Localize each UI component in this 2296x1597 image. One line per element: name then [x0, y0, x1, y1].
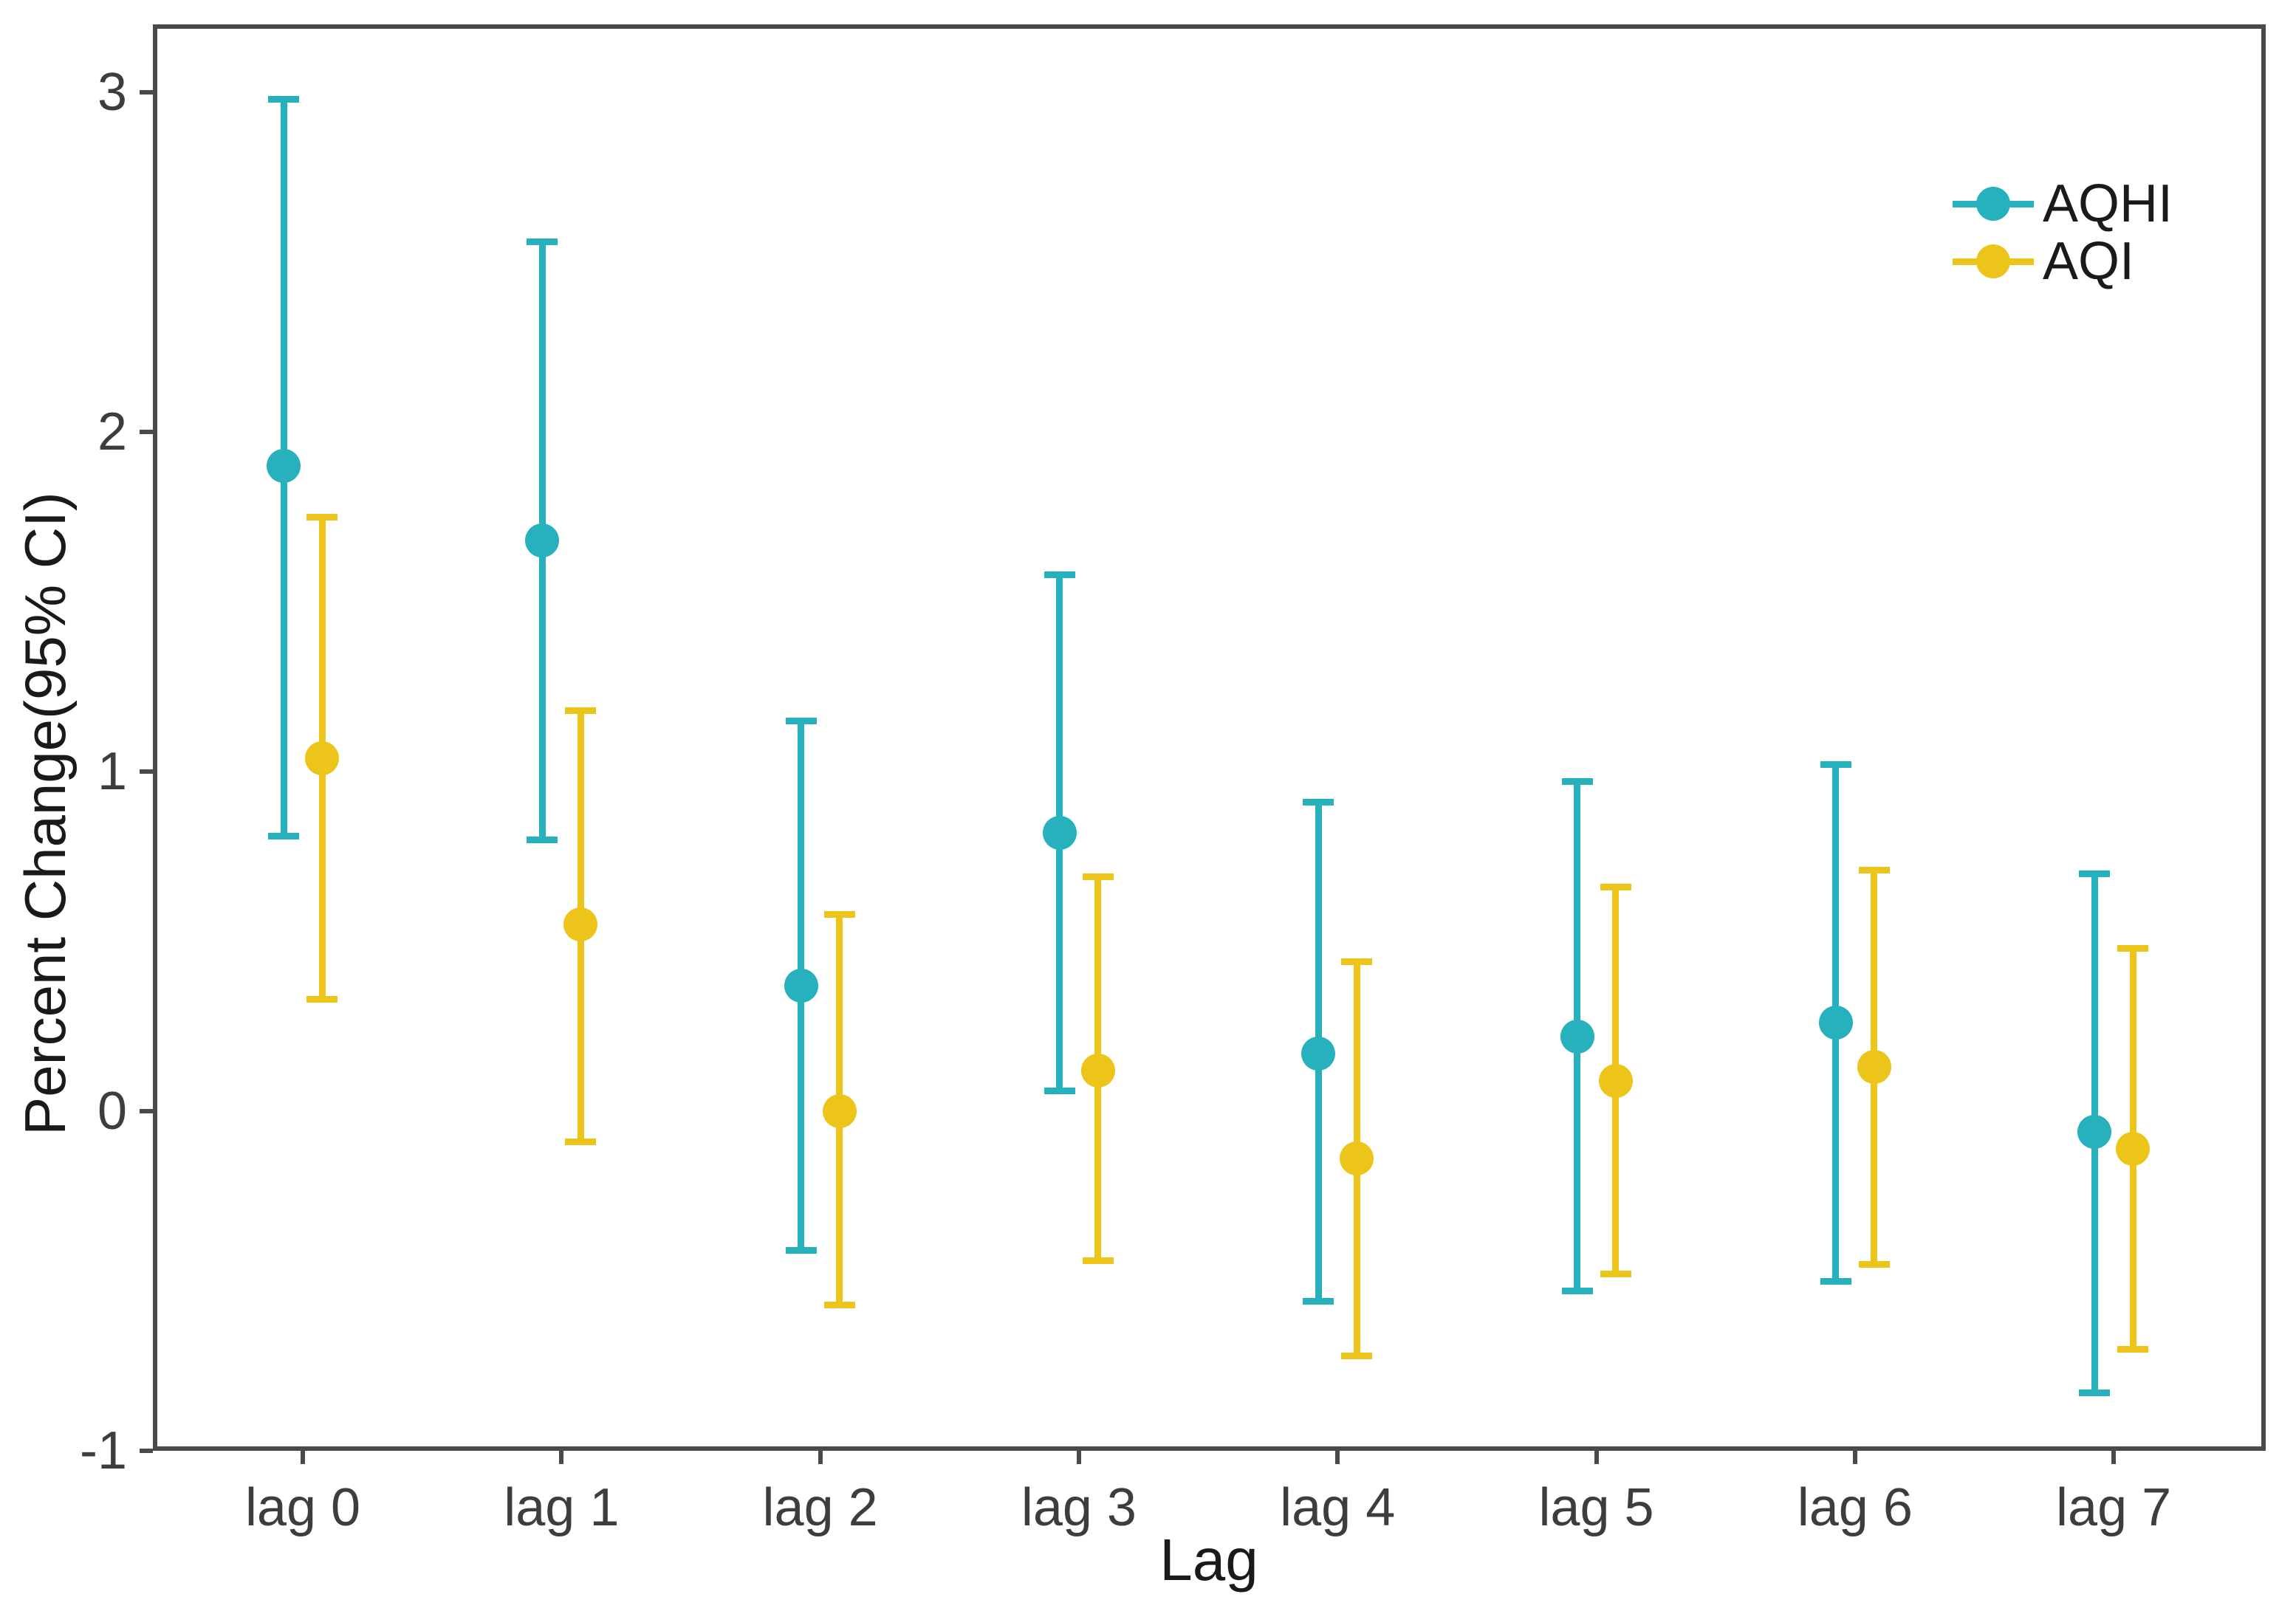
ci-cap-upper — [785, 717, 817, 724]
ci-cap-upper — [2079, 870, 2111, 877]
x-tick-mark — [818, 1451, 823, 1464]
legend-marker-aqi — [1976, 244, 2010, 278]
ci-cap-lower — [527, 836, 558, 843]
ci-cap-lower — [823, 1301, 855, 1308]
x-tick-mark — [1594, 1451, 1599, 1464]
data-point-aqi — [1598, 1063, 1633, 1098]
ci-cap-lower — [268, 832, 300, 839]
ci-cap-lower — [1820, 1277, 1851, 1285]
data-point-aqi — [563, 907, 598, 941]
x-tick-mark — [1076, 1451, 1081, 1464]
data-point-aqhi — [1818, 1006, 1853, 1040]
y-tick-label: 3 — [97, 63, 127, 122]
y-tick-mark — [140, 769, 153, 774]
x-tick-mark — [559, 1451, 564, 1464]
data-point-aqhi — [267, 449, 301, 483]
data-point-aqhi — [2077, 1114, 2112, 1149]
x-tick-label: lag 2 — [762, 1478, 878, 1537]
x-tick-label: lag 3 — [1021, 1478, 1137, 1537]
x-tick-mark — [2111, 1451, 2117, 1464]
x-tick-mark — [301, 1451, 306, 1464]
data-point-aqi — [1857, 1050, 1891, 1085]
legend-label-aqhi: AQHI — [2043, 174, 2173, 233]
plot-panel — [153, 24, 2266, 1451]
ci-cap-upper — [268, 95, 300, 103]
ci-cap-upper — [1858, 866, 1890, 873]
data-point-aqi — [1080, 1053, 1115, 1088]
y-tick-mark — [140, 1109, 153, 1113]
x-tick-label: lag 5 — [1538, 1478, 1654, 1537]
ci-cap-lower — [1303, 1298, 1334, 1305]
ci-cap-upper — [306, 513, 338, 521]
data-point-aqhi — [1560, 1019, 1594, 1054]
ci-cap-upper — [1820, 761, 1851, 769]
x-tick-label: lag 7 — [2056, 1478, 2172, 1537]
data-point-aqi — [2116, 1131, 2151, 1166]
ci-cap-lower — [306, 995, 338, 1003]
data-point-aqhi — [1042, 815, 1077, 850]
ci-cap-upper — [1561, 778, 1593, 786]
ci-cap-upper — [1341, 958, 1373, 966]
ci-cap-upper — [1082, 873, 1114, 881]
x-tick-label: lag 1 — [504, 1478, 620, 1537]
ci-cap-upper — [1600, 883, 1631, 890]
ci-cap-upper — [1044, 571, 1075, 578]
ci-cap-lower — [2117, 1345, 2149, 1353]
y-tick-label: 2 — [97, 402, 127, 461]
ci-cap-upper — [1303, 798, 1334, 806]
y-tick-mark — [140, 90, 153, 95]
legend-label-aqi: AQI — [2043, 232, 2135, 291]
ci-cap-lower — [1561, 1288, 1593, 1295]
ci-cap-lower — [785, 1247, 817, 1254]
data-point-aqhi — [525, 523, 560, 558]
x-axis-title: Lag — [1159, 1527, 1258, 1593]
data-point-aqi — [822, 1094, 857, 1128]
x-tick-label: lag 0 — [244, 1478, 361, 1537]
ci-cap-upper — [2117, 944, 2149, 952]
y-tick-label: 0 — [97, 1082, 127, 1141]
x-tick-mark — [1852, 1451, 1857, 1464]
data-point-aqhi — [784, 968, 818, 1003]
data-point-aqhi — [1301, 1036, 1336, 1071]
ci-cap-upper — [565, 707, 597, 714]
data-point-aqi — [1340, 1141, 1374, 1176]
ci-cap-lower — [1341, 1352, 1373, 1359]
y-tick-mark — [140, 430, 153, 434]
y-tick-label: -1 — [79, 1421, 127, 1480]
x-tick-label: lag 4 — [1280, 1478, 1396, 1537]
ci-cap-lower — [1044, 1087, 1075, 1094]
x-tick-label: lag 6 — [1797, 1478, 1913, 1537]
y-tick-mark — [140, 1449, 153, 1453]
legend-marker-aqhi — [1976, 187, 2010, 221]
ci-cap-upper — [823, 910, 855, 918]
ci-cap-lower — [1082, 1257, 1114, 1264]
data-point-aqi — [305, 741, 340, 775]
ci-cap-lower — [2079, 1390, 2111, 1397]
ci-cap-lower — [1600, 1271, 1631, 1278]
x-tick-mark — [1335, 1451, 1340, 1464]
ci-cap-upper — [527, 238, 558, 245]
ci-cap-lower — [565, 1138, 597, 1145]
y-tick-label: 1 — [97, 742, 127, 801]
ci-cap-lower — [1858, 1260, 1890, 1268]
